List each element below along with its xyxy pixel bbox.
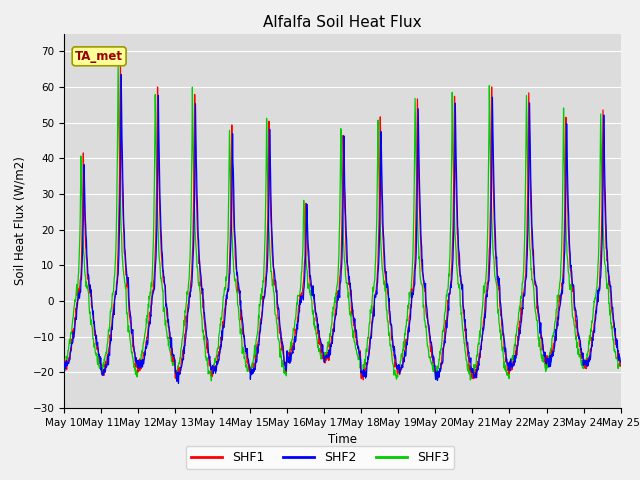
X-axis label: Time: Time <box>328 433 357 446</box>
Title: Alfalfa Soil Heat Flux: Alfalfa Soil Heat Flux <box>263 15 422 30</box>
Text: TA_met: TA_met <box>75 50 123 63</box>
Legend: SHF1, SHF2, SHF3: SHF1, SHF2, SHF3 <box>186 446 454 469</box>
Y-axis label: Soil Heat Flux (W/m2): Soil Heat Flux (W/m2) <box>14 156 27 285</box>
